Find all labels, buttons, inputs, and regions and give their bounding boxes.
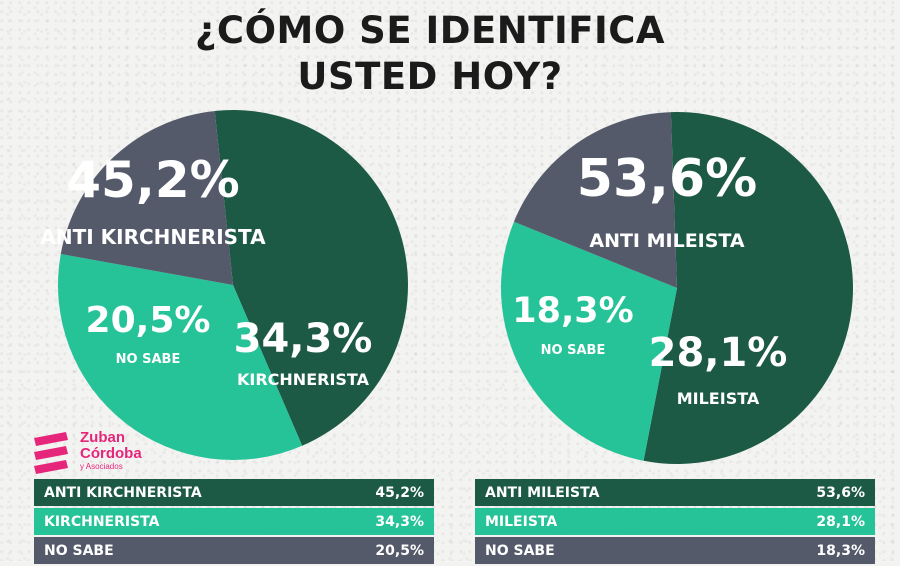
legend-table-mileismo: ANTI MILEISTA 53,6% MILEISTA 28,1% NO SABE 18… — [475, 479, 875, 566]
legend-row-label: KIRCHNERISTA — [44, 513, 160, 530]
pie-slice-anti-mileista — [643, 112, 853, 464]
legend-row-value: 20,5% — [375, 542, 424, 559]
logo-text: Zuban Córdoba y Asociados — [80, 430, 142, 472]
legend-row: ANTI MILEISTA 53,6% — [475, 479, 875, 506]
legend-table-kirchnerismo: ANTI KIRCHNERISTA 45,2% KIRCHNERISTA 34,3% N… — [34, 479, 434, 566]
slice-category-label: ANTI KIRCHNERISTA — [40, 225, 266, 249]
legend-row-label: ANTI KIRCHNERISTA — [44, 484, 202, 501]
logo-mark-icon — [34, 432, 68, 474]
legend-row-label: NO SABE — [485, 542, 555, 559]
logo-line-1: Zuban — [80, 429, 125, 446]
slice-value-label: 28,1% — [649, 330, 788, 376]
legend-row-label: MILEISTA — [485, 513, 558, 530]
logo-line-3: y Asociados — [80, 462, 123, 471]
pie-slice-kirchnerista — [58, 254, 303, 460]
legend-row: KIRCHNERISTA 34,3% — [34, 508, 434, 535]
pie-chart-kirchnerismo: 45,2% ANTI KIRCHNERISTA 34,3% KIRCHNERISTA 2… — [40, 110, 408, 460]
title-line-2: USTED HOY? — [297, 55, 563, 98]
legend-row-label: NO SABE — [44, 542, 114, 559]
legend-row: NO SABE 18,3% — [475, 537, 875, 564]
legend-row-label: ANTI MILEISTA — [485, 484, 600, 501]
slice-value-label: 53,6% — [577, 149, 757, 209]
legend-row: MILEISTA 28,1% — [475, 508, 875, 535]
pie-slice-no-sabe — [513, 112, 677, 289]
title-line-1: ¿CÓMO SE IDENTIFICA — [194, 9, 666, 52]
slice-value-label: 34,3% — [234, 316, 373, 362]
slice-category-label: KIRCHNERISTA — [237, 370, 370, 389]
slice-category-label: NO SABE — [541, 343, 606, 358]
pie-chart-mileismo: 53,6% ANTI MILEISTA 28,1% MILEISTA 18,3% NO S… — [500, 112, 853, 464]
legend-row-value: 45,2% — [375, 484, 424, 501]
legend-row-value: 28,1% — [816, 513, 865, 530]
slice-value-label: 20,5% — [86, 300, 211, 341]
pie-slice-mileista — [500, 221, 677, 461]
slice-value-label: 45,2% — [66, 151, 239, 209]
slice-value-label: 18,3% — [512, 291, 633, 331]
pie-slice-anti-kirchnerista — [214, 110, 408, 446]
legend-row: ANTI KIRCHNERISTA 45,2% — [34, 479, 434, 506]
legend-row: NO SABE 20,5% — [34, 537, 434, 564]
logo-line-2: Córdoba — [80, 445, 142, 462]
legend-row-value: 18,3% — [816, 542, 865, 559]
page-title: ¿CÓMO SE IDENTIFICA USTED HOY? — [0, 8, 860, 100]
pie-slice-no-sabe — [60, 110, 233, 285]
slice-category-label: NO SABE — [116, 352, 181, 367]
zuban-cordoba-logo: Zuban Córdoba y Asociados — [30, 430, 150, 478]
legend-row-value: 53,6% — [816, 484, 865, 501]
legend-row-value: 34,3% — [375, 513, 424, 530]
slice-category-label: ANTI MILEISTA — [589, 230, 745, 252]
slice-category-label: MILEISTA — [677, 389, 760, 408]
